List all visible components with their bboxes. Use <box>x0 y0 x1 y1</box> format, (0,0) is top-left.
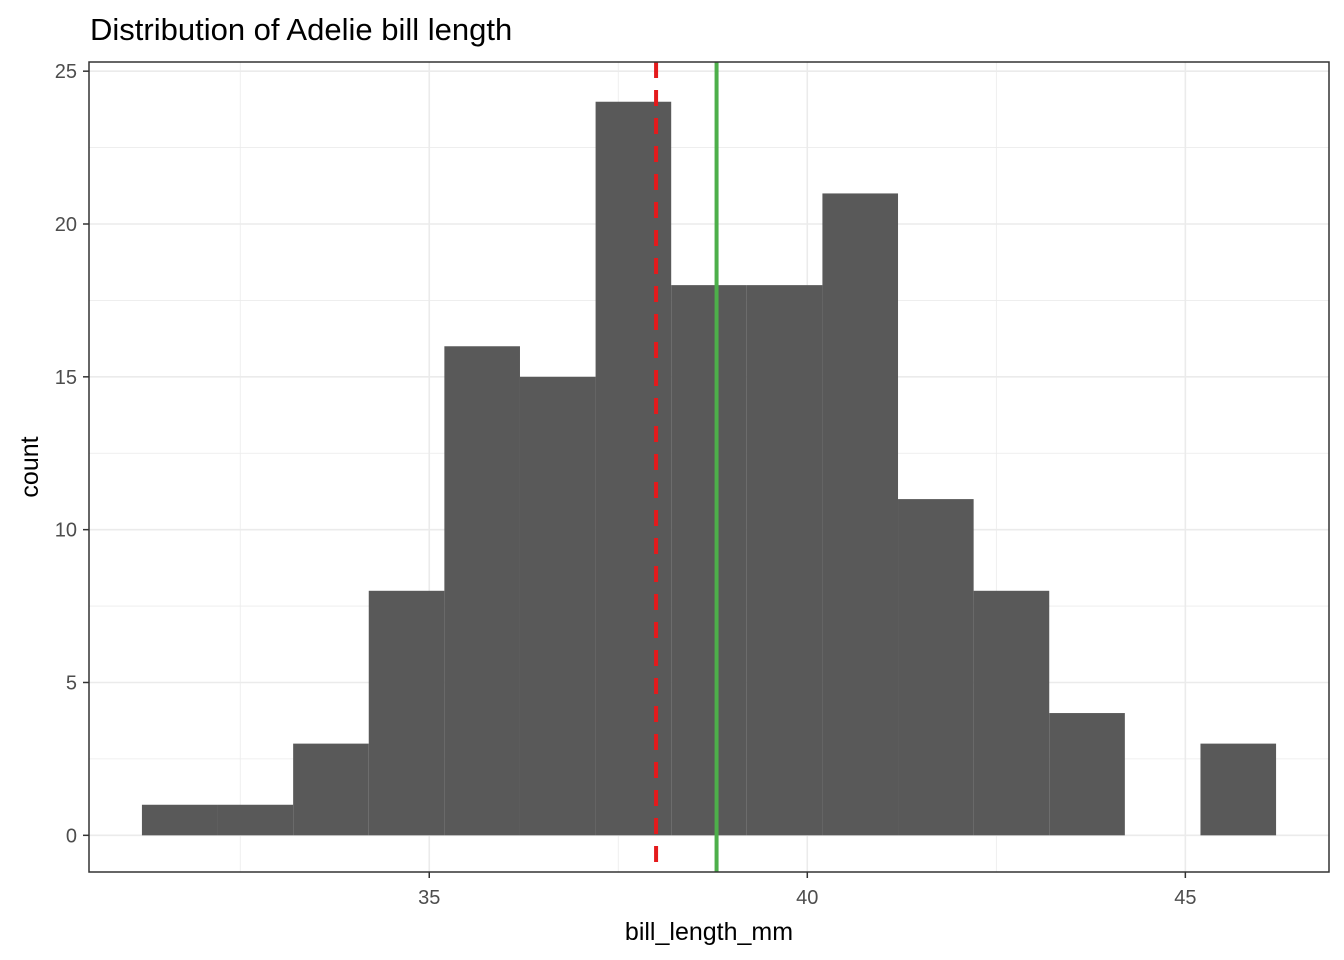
histogram-bar <box>1049 713 1125 836</box>
y-tick-label: 0 <box>66 825 77 847</box>
histogram-bar <box>444 346 520 836</box>
histogram-bar <box>973 590 1050 836</box>
histogram-bar <box>217 804 294 836</box>
histogram-bar <box>293 743 369 836</box>
histogram-bar <box>898 499 974 836</box>
y-axis-title: count <box>16 436 44 497</box>
y-tick-label: 25 <box>55 61 77 83</box>
x-axis-title: bill_length_mm <box>625 918 793 946</box>
reference-lines-layer <box>654 62 719 872</box>
y-tick-label: 20 <box>55 214 77 236</box>
y-axis: 0 5 10 15 20 25 <box>55 61 89 847</box>
histogram-bar <box>519 376 596 836</box>
histogram-bar <box>1200 743 1277 836</box>
histogram-bar <box>141 804 218 836</box>
panel-border <box>88 61 1330 873</box>
y-tick-label: 15 <box>55 367 77 389</box>
x-axis: 35 40 45 <box>418 872 1196 909</box>
histogram-bar <box>671 285 747 836</box>
x-tick-label: 35 <box>418 887 440 909</box>
y-tick-label: 5 <box>66 672 77 694</box>
y-tick-label: 10 <box>55 520 77 542</box>
grid-layer <box>89 62 1329 872</box>
histogram-bar <box>368 590 445 836</box>
chart-title: Distribution of Adelie bill length <box>90 12 512 47</box>
bars-layer <box>141 101 1277 836</box>
x-tick-label: 40 <box>796 887 818 909</box>
histogram-bar <box>595 101 672 836</box>
histogram-bar <box>822 193 899 836</box>
x-tick-label: 45 <box>1174 887 1196 909</box>
histogram-bar <box>746 285 823 836</box>
